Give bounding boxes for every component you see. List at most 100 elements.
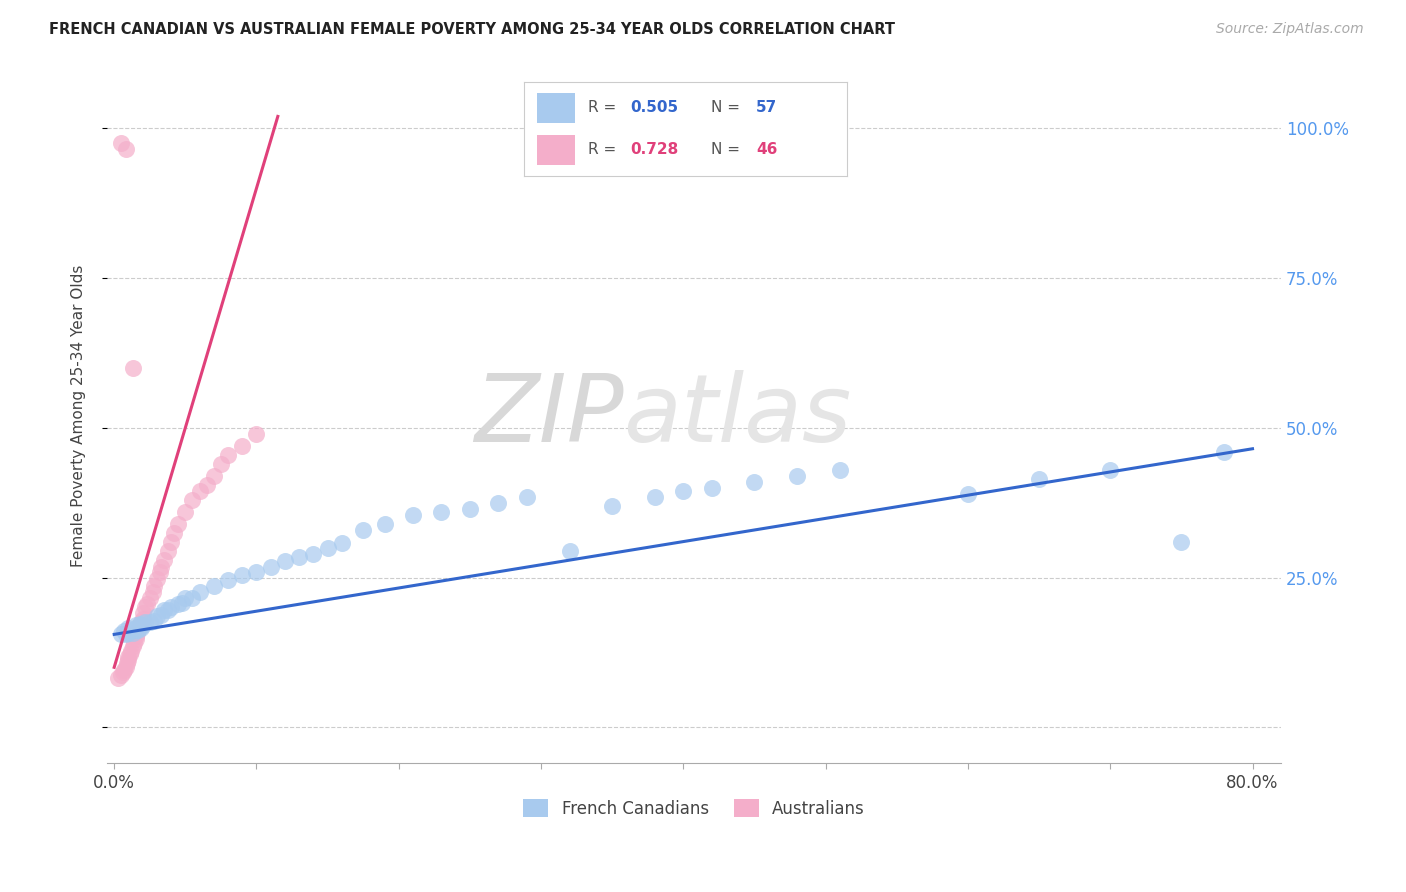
Point	[150, 607, 173, 622]
Point	[316, 541, 339, 555]
Point	[744, 475, 766, 489]
Point	[245, 565, 267, 579]
Point	[146, 609, 169, 624]
Point	[134, 600, 156, 615]
Point	[202, 468, 225, 483]
Point	[157, 543, 180, 558]
Point	[142, 585, 165, 599]
Point	[430, 505, 453, 519]
Point	[117, 621, 139, 635]
Point	[209, 457, 232, 471]
Point	[172, 596, 194, 610]
Point	[700, 481, 723, 495]
Point	[112, 663, 135, 677]
Point	[117, 649, 139, 664]
Point	[122, 636, 145, 650]
Point	[135, 598, 157, 612]
Point	[110, 667, 132, 681]
Point	[124, 632, 146, 646]
Text: atlas: atlas	[624, 370, 852, 461]
Point	[188, 483, 211, 498]
Point	[128, 619, 150, 633]
Point	[195, 477, 218, 491]
Point	[302, 547, 325, 561]
Point	[352, 523, 374, 537]
Point	[124, 618, 146, 632]
Point	[131, 618, 153, 632]
Point	[129, 621, 152, 635]
Point	[160, 534, 183, 549]
Point	[167, 598, 190, 612]
Y-axis label: Female Poverty Among 25-34 Year Olds: Female Poverty Among 25-34 Year Olds	[72, 265, 86, 567]
Point	[127, 621, 149, 635]
Point	[111, 665, 134, 679]
Point	[114, 627, 136, 641]
Point	[129, 615, 152, 630]
Point	[120, 643, 142, 657]
Point	[558, 543, 581, 558]
Point	[121, 360, 143, 375]
Point	[131, 612, 153, 626]
Point	[143, 579, 166, 593]
Point	[121, 640, 143, 654]
Point	[231, 567, 253, 582]
Point	[134, 615, 156, 630]
Point	[181, 591, 204, 606]
Point	[956, 486, 979, 500]
Point	[150, 559, 173, 574]
Point	[107, 671, 129, 685]
Point	[245, 426, 267, 441]
Point	[181, 492, 204, 507]
Point	[828, 463, 851, 477]
Point	[127, 623, 149, 637]
Point	[1170, 534, 1192, 549]
Point	[672, 483, 695, 498]
Point	[139, 615, 162, 630]
Text: Source: ZipAtlas.com: Source: ZipAtlas.com	[1216, 22, 1364, 37]
Point	[114, 142, 136, 156]
Point	[112, 624, 135, 639]
Point	[1099, 463, 1122, 477]
Point	[139, 591, 162, 606]
Point	[288, 549, 311, 564]
Point	[600, 499, 623, 513]
Point	[146, 572, 169, 586]
Point	[125, 620, 148, 634]
Point	[124, 623, 146, 637]
Point	[110, 136, 132, 151]
Point	[125, 625, 148, 640]
Point	[174, 505, 197, 519]
Point	[174, 591, 197, 606]
Point	[1213, 444, 1236, 458]
Point	[128, 617, 150, 632]
Point	[188, 585, 211, 599]
Point	[153, 603, 176, 617]
Point	[149, 565, 172, 579]
Point	[114, 660, 136, 674]
Point	[330, 535, 353, 549]
Text: FRENCH CANADIAN VS AUSTRALIAN FEMALE POVERTY AMONG 25-34 YEAR OLDS CORRELATION C: FRENCH CANADIAN VS AUSTRALIAN FEMALE POV…	[49, 22, 896, 37]
Point	[167, 516, 190, 531]
Point	[458, 501, 481, 516]
Point	[202, 579, 225, 593]
Point	[373, 516, 395, 531]
Point	[486, 496, 509, 510]
Point	[516, 490, 538, 504]
Legend: French Canadians, Australians: French Canadians, Australians	[516, 793, 872, 824]
Point	[217, 574, 239, 588]
Point	[260, 559, 283, 574]
Point	[644, 490, 666, 504]
Point	[117, 625, 139, 640]
Point	[120, 623, 142, 637]
Point	[110, 627, 132, 641]
Point	[117, 653, 139, 667]
Point	[121, 625, 143, 640]
Point	[115, 656, 138, 670]
Point	[128, 618, 150, 632]
Point	[402, 508, 425, 522]
Text: ZIP: ZIP	[474, 370, 624, 461]
Point	[131, 607, 153, 621]
Point	[157, 603, 180, 617]
Point	[160, 600, 183, 615]
Point	[143, 614, 166, 628]
